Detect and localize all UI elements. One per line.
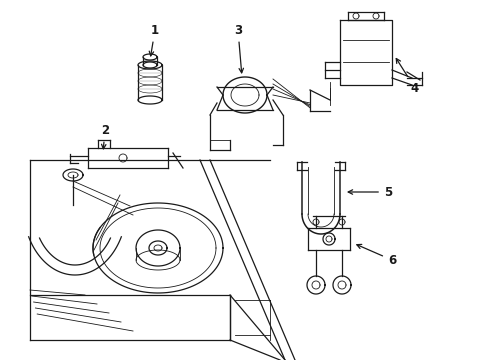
Text: 1: 1 [149, 23, 159, 56]
Text: 3: 3 [234, 23, 244, 73]
Text: 2: 2 [101, 123, 109, 149]
Text: 6: 6 [357, 244, 396, 266]
Text: 5: 5 [348, 185, 392, 198]
Text: 4: 4 [396, 59, 419, 94]
